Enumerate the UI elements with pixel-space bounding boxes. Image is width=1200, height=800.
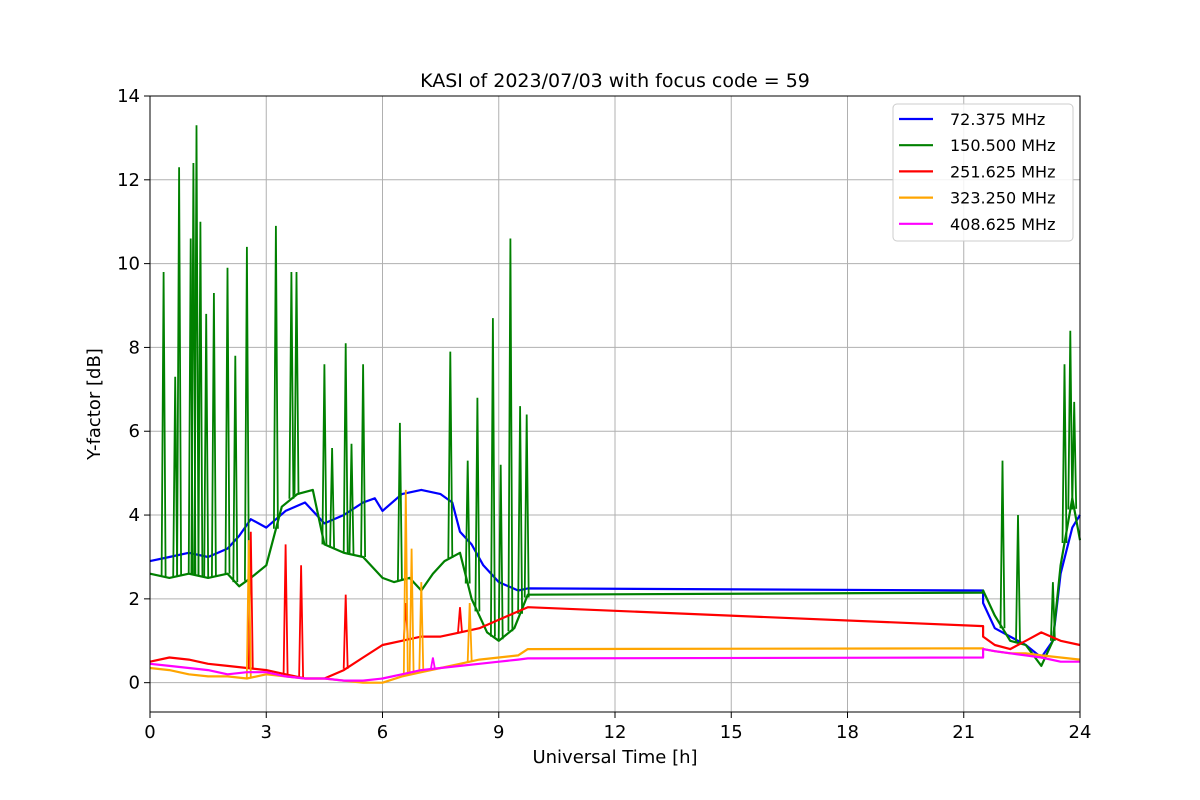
series-spike (193, 125, 200, 576)
series-spike (523, 414, 530, 598)
series-spike (298, 565, 304, 678)
series-spike (232, 355, 239, 583)
legend-label: 72.375 MHz (950, 110, 1045, 129)
series-spike (408, 548, 415, 675)
series-spike (244, 246, 250, 581)
series-spike (1061, 364, 1068, 544)
y-tick-label: 14 (117, 86, 140, 107)
series-spike (293, 271, 300, 495)
x-tick-label: 12 (604, 722, 627, 743)
series-spike (474, 397, 481, 612)
x-tick-label: 15 (720, 722, 743, 743)
series-spike (507, 238, 514, 632)
series-line-4 (149, 648, 1080, 682)
y-axis-label: Y-factor [dB] (84, 348, 105, 461)
legend-label: 323.250 MHz (950, 189, 1055, 208)
y-tick-label: 0 (129, 673, 140, 694)
series-spike (329, 447, 335, 548)
y-tick-label: 12 (117, 170, 140, 191)
series-spike (273, 225, 279, 529)
x-tick-label: 3 (261, 722, 272, 743)
legend-label: 251.625 MHz (950, 162, 1055, 181)
x-tick-label: 18 (836, 722, 859, 743)
series-spike (517, 406, 523, 614)
series-spike (342, 594, 349, 669)
series-spike (197, 221, 204, 577)
series-spike (1067, 330, 1074, 510)
x-axis-label: Universal Time [h] (532, 747, 697, 768)
series-spike (418, 582, 425, 673)
series-spike (457, 607, 463, 633)
series-spike (360, 364, 366, 558)
series-spike (1071, 401, 1078, 509)
series-spike (999, 460, 1006, 629)
series-spike (490, 318, 496, 637)
series-spike (160, 271, 167, 577)
series-spike (447, 351, 454, 559)
series-spike (348, 443, 355, 555)
series-spike (224, 267, 231, 574)
x-tick-label: 6 (377, 722, 388, 743)
y-tick-label: 4 (129, 505, 140, 526)
series-spike (397, 422, 403, 581)
series-1 (149, 125, 1082, 667)
series-spike (203, 313, 210, 578)
series-spike (288, 271, 295, 499)
series-spike (1050, 582, 1056, 641)
series-spike (211, 292, 217, 577)
series-spike (497, 464, 504, 640)
x-tick-label: 0 (144, 722, 155, 743)
x-tick-label: 9 (493, 722, 504, 743)
legend-label: 408.625 MHz (950, 215, 1055, 234)
y-tick-label: 8 (129, 337, 140, 358)
chart-title: KASI of 2023/07/03 with focus code = 59 (420, 70, 810, 92)
legend-box (892, 103, 1074, 242)
y-tick-label: 6 (129, 421, 140, 442)
x-tick-label: 24 (1069, 722, 1092, 743)
x-tick-label: 21 (952, 722, 975, 743)
series-spike (245, 540, 252, 679)
y-tick-label: 2 (129, 589, 140, 610)
y-tick-label: 10 (117, 254, 140, 275)
series-spike (430, 657, 436, 669)
series-spike (466, 602, 473, 662)
series-spike (282, 544, 289, 675)
series-spike (176, 167, 182, 576)
legend-label: 150.500 MHz (950, 136, 1055, 155)
series-4 (149, 648, 1080, 682)
series-layer (149, 125, 1082, 684)
series-spike (464, 460, 471, 584)
series-spike (342, 343, 349, 554)
series-spike (321, 364, 328, 545)
series-line-2 (149, 606, 1081, 680)
series-spike (402, 489, 409, 676)
series-spike (1015, 514, 1021, 643)
legend: 72.375 MHz 150.500 MHz 251.625 MHz 323.250 … (892, 103, 1074, 242)
